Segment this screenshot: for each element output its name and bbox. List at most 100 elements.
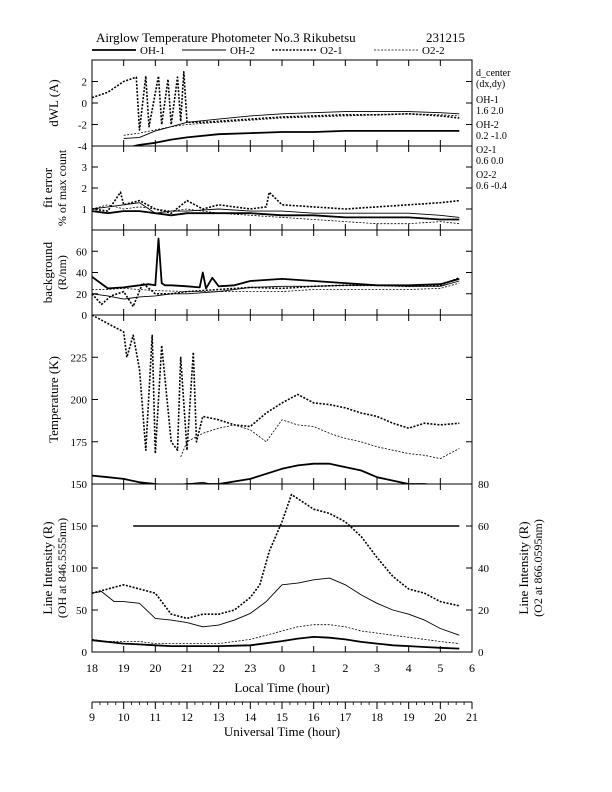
- series-OH-2: [92, 202, 460, 218]
- legend-label: OH-1: [140, 45, 165, 57]
- panel-frame: [91, 229, 473, 316]
- series-group: [92, 237, 460, 308]
- y-tick-label: 50: [76, 605, 88, 617]
- local-tick-label: 1: [311, 661, 317, 675]
- series-OH-2: [123, 111, 460, 139]
- series-O2-2: [92, 624, 460, 644]
- y2-tick-label: 20: [478, 605, 490, 617]
- local-tick-label: 20: [149, 661, 161, 675]
- y-tick-label: 60: [76, 246, 88, 258]
- y-tick-label: 2: [82, 77, 88, 89]
- y-tick-label: 20: [76, 289, 88, 301]
- y-tick-label: 0: [82, 310, 88, 322]
- panels: -4 -2 0 2 dWL (A) 1 2 3 fit error% of max count 0…: [40, 59, 545, 659]
- series-OH-1: [92, 237, 460, 290]
- y-tick-label: -2: [78, 120, 87, 132]
- side-entry-value: 0.6 0.0: [476, 156, 504, 167]
- y-tick-label: 2: [82, 183, 88, 195]
- local-tick-label: 18: [86, 661, 98, 675]
- y-tick-label: 0: [82, 98, 88, 110]
- y-axis-label-2: (OH at 846.5555nm): [55, 518, 69, 618]
- y-tick-label: 175: [71, 437, 88, 449]
- side-info: d_center(dx,dy) OH-11.6 2.0 OH-20.2 -1.0 O2…: [476, 68, 511, 192]
- side-entry-value: 0.6 -0.4: [476, 181, 507, 192]
- local-tick-label: 2: [342, 661, 348, 675]
- ut-tick-label: 17: [339, 710, 351, 724]
- local-time-label: Local Time (hour): [234, 680, 329, 695]
- y-tick-label: 3: [82, 162, 88, 174]
- ut-tick-label: 15: [276, 710, 288, 724]
- series-O2-1: [92, 191, 460, 214]
- side-entry-value: 1.6 2.0: [476, 106, 504, 117]
- legend-label: OH-2: [230, 45, 255, 57]
- series-O2-2: [92, 282, 460, 293]
- y2-axis-label-2: (O2 at 866.0595nm): [531, 519, 545, 617]
- local-time-ticks: 18 19 20 21 22 23 0 1 2 3 4 5 6: [86, 661, 475, 675]
- y-axis-label: background: [40, 241, 55, 303]
- y-tick-label: 0: [82, 647, 88, 659]
- figure-title: Airglow Temperature Photometer No.3 Riku…: [96, 30, 356, 45]
- y2-axis-label: Line Intensity (R): [516, 521, 531, 614]
- y-axis-label: fit error: [40, 167, 55, 208]
- y-tick-label: 40: [76, 268, 88, 280]
- panel-frame: [91, 314, 473, 485]
- figure-date: 231215: [426, 30, 465, 45]
- series-OH-1: [92, 636, 460, 650]
- ut-tick-label: 18: [371, 710, 383, 724]
- local-tick-label: 19: [118, 661, 130, 675]
- series-O2-1: [92, 493, 460, 620]
- series-OH-1: [92, 462, 433, 484]
- series-OH-1: [129, 129, 460, 146]
- series-O2-1: [92, 315, 460, 455]
- series-OH-2: [92, 577, 460, 636]
- ut-tick-label: 16: [308, 710, 320, 724]
- panel-dWL: -4 -2 0 2 dWL (A): [46, 59, 473, 153]
- y-tick-label: 200: [71, 395, 88, 407]
- ut-tick-label: 11: [150, 710, 162, 724]
- ut-tick-label: 20: [434, 710, 446, 724]
- side-entry-label: OH-2: [476, 120, 499, 131]
- series-group: [92, 191, 460, 225]
- local-tick-label: 3: [374, 661, 380, 675]
- y-tick-label: 150: [71, 521, 88, 533]
- ut-tick-label: 10: [118, 710, 130, 724]
- ut-tick-label: 14: [244, 710, 256, 724]
- y-axis-label: Temperature (K): [46, 356, 61, 443]
- series-OH-1: [92, 210, 460, 221]
- y2-tick-label: 80: [478, 479, 490, 491]
- ut-tick-label: 9: [89, 710, 95, 724]
- y-axis-label: Line Intensity (R): [40, 521, 55, 614]
- ut-label: Universal Time (hour): [224, 724, 340, 739]
- panel-frame: [91, 483, 473, 653]
- side-entry-label: O2-2: [476, 170, 497, 181]
- ut-tick-label: 21: [466, 710, 478, 724]
- local-tick-label: 6: [469, 661, 475, 675]
- y-tick-label: 225: [71, 352, 88, 364]
- y2-tick-label: 0: [478, 647, 484, 659]
- local-tick-label: 21: [181, 661, 193, 675]
- y-tick-label: 100: [71, 563, 88, 575]
- series-O2-1: [92, 71, 460, 131]
- y2-tick-label: 40: [478, 563, 490, 575]
- local-tick-label: 4: [406, 661, 412, 675]
- y-tick-label: 1: [82, 204, 88, 216]
- side-header: (dx,dy): [476, 79, 505, 90]
- y-tick-label: 150: [71, 479, 88, 491]
- series-O2-1: [92, 277, 460, 308]
- side-entry-label: O2-1: [476, 145, 497, 156]
- legend-label: O2-1: [320, 45, 343, 57]
- universal-time-axis: 9 10 11 12 13 14 15 16 17 18 19 20 21: [89, 701, 478, 724]
- panel-background: 0 20 40 60 background (R/nm): [40, 229, 473, 322]
- legend-label: O2-2: [422, 45, 445, 57]
- panel-temperature: 150 175 200 225 Temperature (K): [46, 314, 473, 491]
- panel-fit-error: 1 2 3 fit error% of max count: [40, 145, 473, 231]
- y2-tick-label: 60: [478, 521, 490, 533]
- y-axis-label-2: % of max count: [55, 149, 69, 226]
- local-tick-label: 22: [213, 661, 225, 675]
- ut-tick-label: 12: [181, 710, 193, 724]
- series-group: [92, 493, 460, 650]
- side-entry-value: 0.2 -1.0: [476, 131, 507, 142]
- legend: OH-1 OH-2 O2-1 O2-2: [92, 45, 445, 57]
